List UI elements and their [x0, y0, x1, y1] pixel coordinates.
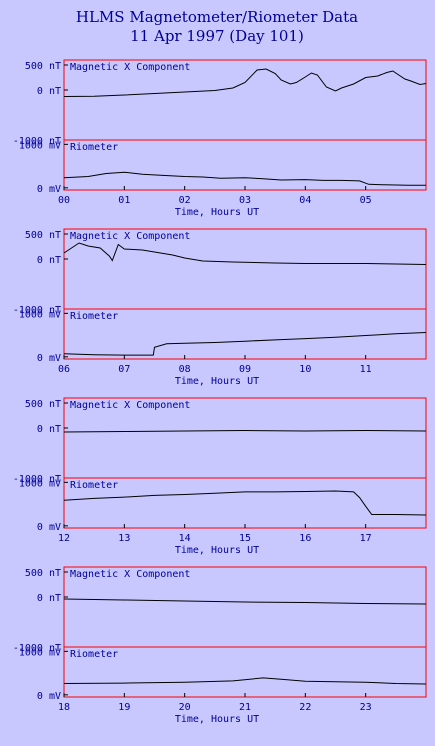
magnetic-y-tick-label: 0 nT — [37, 255, 61, 266]
x-axis-label: Time, Hours UT — [175, 376, 259, 387]
x-tick-label: 23 — [360, 702, 372, 713]
riometer-series-line — [63, 490, 427, 516]
riometer-label: Riometer — [70, 649, 118, 660]
riometer-y-tick-label: 1000 mV — [19, 647, 61, 658]
magnetic-label: Magnetic X Component — [70, 62, 190, 73]
x-tick-label: 07 — [118, 364, 130, 375]
x-tick-label: 02 — [179, 195, 191, 206]
riometer-frame — [63, 139, 427, 191]
panel-1: 500 nT 0 nT -1000 nT Magnetic X Component 10… — [13, 228, 427, 387]
magnetic-y-tick-label: 0 nT — [37, 593, 61, 604]
x-tick-label: 11 — [360, 364, 372, 375]
magnetic-y-tick-label: 500 nT — [25, 399, 61, 410]
riometer-y-tick-label: 1000 mV — [19, 478, 61, 489]
magnetic-label: Magnetic X Component — [70, 569, 190, 580]
riometer-frame — [63, 308, 427, 360]
x-axis-label: Time, Hours UT — [175, 207, 259, 218]
x-tick-label: 10 — [299, 364, 311, 375]
magnetic-y-tick-label: -1000 nT — [13, 305, 61, 316]
magnetic-label: Magnetic X Component — [70, 400, 190, 411]
magnetic-series-line — [63, 429, 427, 433]
magnetic-y-tick-label: 500 nT — [25, 61, 61, 72]
x-tick-label: 09 — [239, 364, 251, 375]
x-tick-label: 00 — [58, 195, 70, 206]
x-tick-label: 14 — [179, 533, 191, 544]
magnetic-plot: 500 nT 0 nT -1000 nT Magnetic X Component — [13, 397, 427, 485]
x-axis-label: Time, Hours UT — [175, 714, 259, 725]
x-tick-label: 06 — [58, 364, 70, 375]
x-tick-label: 19 — [118, 702, 130, 713]
panel-0: 500 nT 0 nT -1000 nT Magnetic X Component 10… — [13, 59, 427, 218]
x-tick-label: 08 — [179, 364, 191, 375]
magnetic-y-tick-label: 500 nT — [25, 568, 61, 579]
x-tick-label: 18 — [58, 702, 70, 713]
riometer-y-tick-label: 0 mV — [37, 353, 61, 364]
magnetic-series-line — [63, 242, 427, 265]
magnetic-plot: 500 nT 0 nT -1000 nT Magnetic X Component — [13, 59, 427, 147]
x-tick-label: 04 — [299, 195, 311, 206]
riometer-frame — [63, 646, 427, 698]
x-tick-label: 13 — [118, 533, 130, 544]
riometer-plot: 1000 mV 0 mV Riometer — [19, 139, 427, 195]
magnetic-y-tick-label: -1000 nT — [13, 643, 61, 654]
riometer-y-tick-label: 0 mV — [37, 522, 61, 533]
riometer-plot: 1000 mV 0 mV Riometer — [19, 308, 427, 364]
riometer-plot: 1000 mV 0 mV Riometer — [19, 646, 427, 702]
riometer-series-line — [63, 677, 427, 685]
magnetic-y-tick-label: -1000 nT — [13, 474, 61, 485]
figure-subtitle: 11 Apr 1997 (Day 101) — [130, 27, 304, 45]
x-tick-label: 15 — [239, 533, 251, 544]
magnetic-y-tick-label: 0 nT — [37, 424, 61, 435]
figure-title: HLMS Magnetometer/Riometer Data — [76, 8, 358, 26]
magnetic-plot: 500 nT 0 nT -1000 nT Magnetic X Component — [13, 228, 427, 316]
magnetic-plot: 500 nT 0 nT -1000 nT Magnetic X Component — [13, 566, 427, 654]
magnetic-y-tick-label: 0 nT — [37, 86, 61, 97]
x-tick-label: 03 — [239, 195, 251, 206]
x-tick-label: 16 — [299, 533, 311, 544]
magnetic-y-tick-label: 500 nT — [25, 230, 61, 241]
riometer-label: Riometer — [70, 480, 118, 491]
x-tick-label: 21 — [239, 702, 251, 713]
riometer-series-line — [63, 332, 427, 356]
chart-panels: 500 nT 0 nT -1000 nT Magnetic X Component 10… — [13, 59, 427, 725]
riometer-label: Riometer — [70, 311, 118, 322]
riometer-y-tick-label: 0 mV — [37, 184, 61, 195]
riometer-y-tick-label: 1000 mV — [19, 140, 61, 151]
panel-2: 500 nT 0 nT -1000 nT Magnetic X Component 10… — [13, 397, 427, 556]
magnetic-label: Magnetic X Component — [70, 231, 190, 242]
x-tick-label: 22 — [299, 702, 311, 713]
riometer-frame — [63, 477, 427, 529]
x-tick-label: 05 — [360, 195, 372, 206]
riometer-series-line — [63, 171, 426, 186]
x-tick-label: 12 — [58, 533, 70, 544]
magnetic-series-line — [63, 598, 427, 605]
magnetic-y-tick-label: -1000 nT — [13, 136, 61, 147]
riometer-label: Riometer — [70, 142, 118, 153]
riometer-plot: 1000 mV 0 mV Riometer — [19, 477, 427, 533]
panel-3: 500 nT 0 nT -1000 nT Magnetic X Component 10… — [13, 566, 427, 725]
x-tick-label: 20 — [179, 702, 191, 713]
x-axis-label: Time, Hours UT — [175, 545, 259, 556]
magnetic-series-line — [63, 68, 427, 97]
riometer-y-tick-label: 1000 mV — [19, 309, 61, 320]
x-tick-label: 17 — [360, 533, 372, 544]
riometer-y-tick-label: 0 mV — [37, 691, 61, 702]
x-tick-label: 01 — [118, 195, 130, 206]
